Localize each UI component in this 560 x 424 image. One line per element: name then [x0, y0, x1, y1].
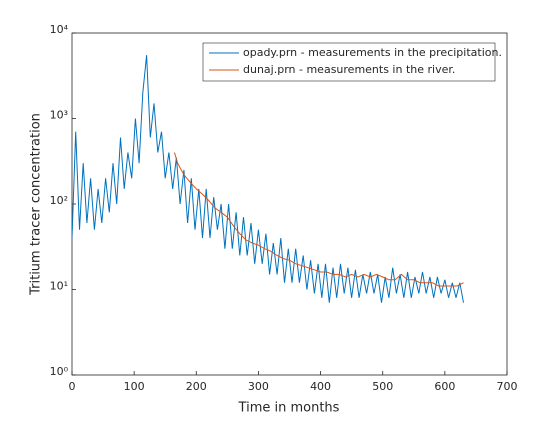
y-tick-label: 10²	[50, 194, 68, 207]
y-axis-label: Tritium tracer concentration	[29, 113, 44, 296]
line-series	[71, 55, 464, 303]
x-tick-label: 600	[434, 380, 455, 393]
x-tick-label: 100	[124, 380, 145, 393]
y-tick-label: 10⁰	[50, 365, 69, 378]
x-tick-label: 700	[497, 380, 518, 393]
legend-label: opady.prn - measurements in the precipit…	[243, 46, 502, 59]
y-tick-label: 10³	[50, 109, 68, 122]
x-tick-label: 200	[186, 380, 207, 393]
x-axis-label: Time in months	[238, 401, 340, 416]
line-series	[174, 152, 464, 287]
axes-box	[71, 32, 508, 376]
x-tick-label: 0	[69, 380, 76, 393]
x-tick-label: 300	[248, 380, 269, 393]
y-tick-label: 10¹	[50, 280, 68, 293]
legend-label: dunaj.prn - measurements in the river.	[243, 63, 455, 76]
legend-box	[202, 42, 496, 82]
x-tick-label: 400	[310, 380, 331, 393]
x-tick-label: 500	[372, 380, 393, 393]
y-tick-label: 10⁴	[50, 23, 69, 36]
